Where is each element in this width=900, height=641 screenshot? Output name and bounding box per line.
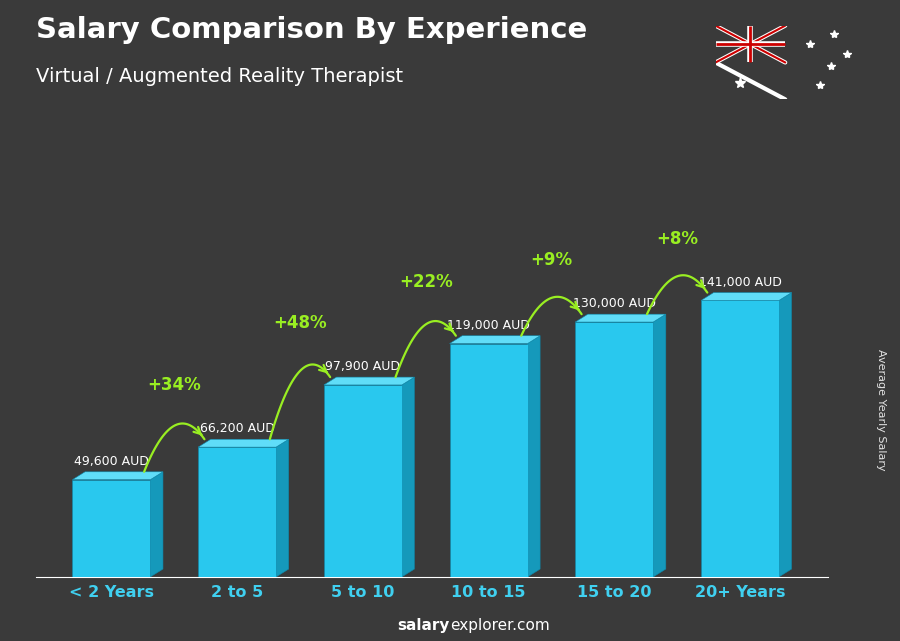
Text: explorer.com: explorer.com (450, 619, 550, 633)
Text: +34%: +34% (148, 376, 202, 394)
Text: +8%: +8% (656, 229, 698, 247)
Text: 49,600 AUD: 49,600 AUD (74, 455, 148, 468)
Polygon shape (324, 385, 401, 577)
Polygon shape (779, 292, 791, 577)
Text: Virtual / Augmented Reality Therapist: Virtual / Augmented Reality Therapist (36, 67, 403, 87)
Text: Average Yearly Salary: Average Yearly Salary (877, 349, 886, 471)
Polygon shape (450, 344, 527, 577)
Polygon shape (653, 314, 666, 577)
Polygon shape (527, 336, 540, 577)
Polygon shape (701, 301, 779, 577)
Text: +22%: +22% (399, 272, 453, 291)
Polygon shape (198, 439, 289, 447)
Text: 141,000 AUD: 141,000 AUD (698, 276, 781, 288)
Text: 97,900 AUD: 97,900 AUD (326, 360, 400, 373)
Polygon shape (150, 472, 163, 577)
Polygon shape (73, 479, 150, 577)
Polygon shape (701, 292, 791, 301)
Text: 130,000 AUD: 130,000 AUD (572, 297, 656, 310)
Polygon shape (575, 314, 666, 322)
Text: salary: salary (398, 619, 450, 633)
Text: +9%: +9% (530, 251, 572, 269)
Polygon shape (401, 377, 414, 577)
Text: 66,200 AUD: 66,200 AUD (200, 422, 274, 435)
Text: +48%: +48% (274, 314, 327, 332)
Text: Salary Comparison By Experience: Salary Comparison By Experience (36, 16, 587, 44)
Polygon shape (198, 447, 276, 577)
Polygon shape (575, 322, 653, 577)
Polygon shape (324, 377, 414, 385)
Polygon shape (450, 336, 540, 344)
Polygon shape (276, 439, 289, 577)
Polygon shape (73, 472, 163, 479)
Text: 119,000 AUD: 119,000 AUD (447, 319, 530, 332)
